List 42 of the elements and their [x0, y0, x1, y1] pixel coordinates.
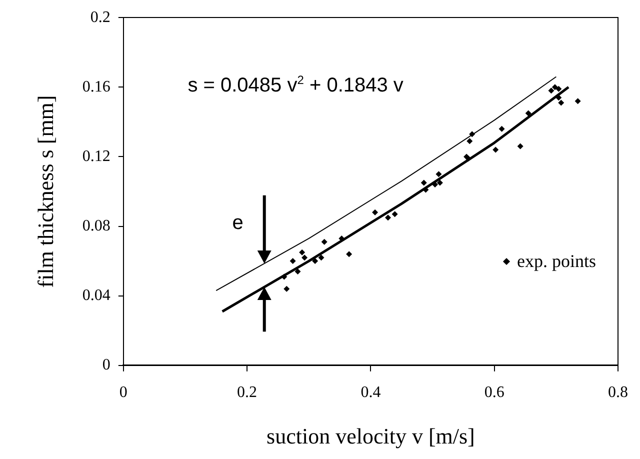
x-tick-label: 0.2 — [237, 384, 258, 402]
point — [525, 110, 532, 116]
y-tick-label: 0.2 — [90, 8, 110, 26]
y-tick-label: 0.16 — [82, 78, 110, 96]
y-tick-label: 0 — [102, 356, 110, 374]
y-tick-label: 0.08 — [82, 217, 110, 234]
point — [294, 268, 301, 274]
x-tick-label: 0.8 — [608, 384, 628, 402]
legend-label: exp. points — [517, 250, 596, 272]
y-axis-title: film thickness s [mm] — [32, 95, 58, 288]
point — [558, 100, 564, 106]
point — [346, 251, 352, 258]
point — [420, 180, 427, 186]
point — [548, 88, 554, 94]
x-tick-label: 0 — [119, 384, 128, 402]
annotation: e — [232, 212, 244, 236]
x-axis-title: suction velocity v [m/s] — [266, 424, 475, 449]
x-tick-label: 0.4 — [360, 384, 381, 402]
point — [492, 146, 499, 153]
point — [284, 286, 290, 292]
point — [290, 258, 296, 264]
point — [436, 180, 443, 186]
point — [466, 138, 473, 144]
point — [392, 211, 398, 218]
point — [302, 254, 308, 261]
point — [318, 254, 324, 261]
point — [385, 214, 392, 221]
x-tick-label: 0.6 — [484, 384, 504, 402]
point — [469, 131, 476, 138]
y-tick-label: 0.04 — [82, 287, 110, 304]
annotation: s = 0.0485 v$^{2}$ + 0.1843 v — [188, 73, 404, 98]
point — [436, 171, 442, 178]
point — [498, 126, 505, 132]
point — [552, 84, 558, 90]
point — [574, 98, 581, 104]
point — [517, 143, 524, 150]
point — [372, 209, 378, 216]
point — [556, 86, 562, 92]
y-tick-label: 0.12 — [82, 148, 110, 165]
point — [299, 249, 306, 256]
point — [312, 258, 318, 264]
point — [321, 238, 328, 245]
